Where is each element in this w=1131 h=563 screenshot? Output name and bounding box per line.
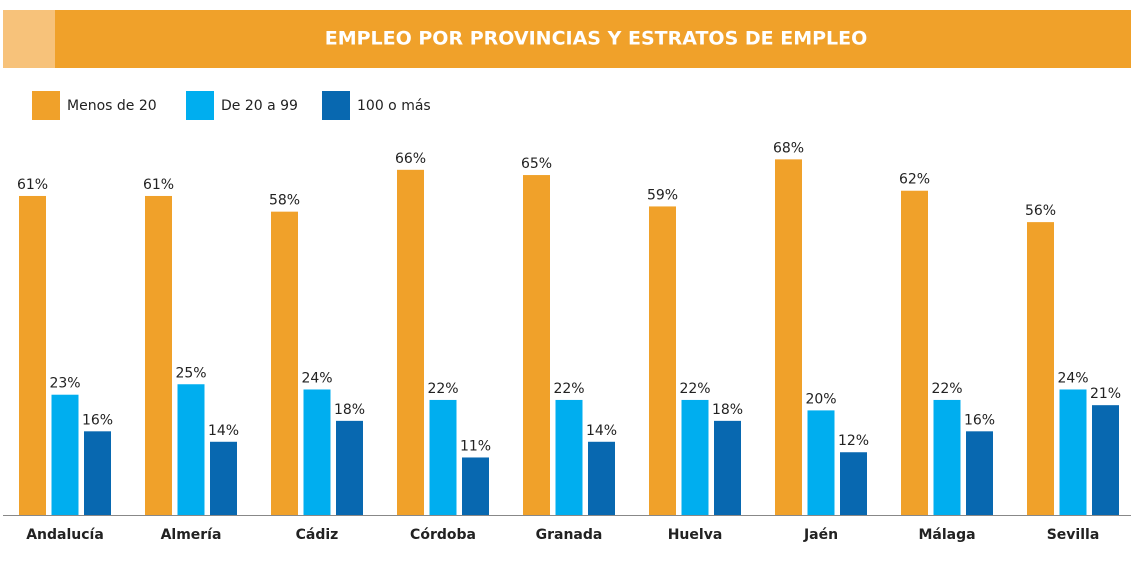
- bar: [933, 399, 961, 515]
- data-label: 22%: [427, 381, 458, 397]
- data-label: 25%: [175, 365, 206, 381]
- bar: [649, 206, 676, 515]
- data-label: 16%: [82, 412, 113, 428]
- bar: [19, 195, 46, 515]
- data-label: 14%: [208, 423, 239, 439]
- x-tick-label: Almería: [161, 527, 222, 543]
- bar: [84, 431, 111, 515]
- data-label: 12%: [838, 433, 869, 449]
- bar: [429, 399, 457, 515]
- x-tick-label: Córdoba: [410, 527, 476, 543]
- bar: [840, 452, 867, 515]
- data-label: 23%: [49, 376, 80, 392]
- data-label: 66%: [395, 151, 426, 167]
- data-label: 61%: [143, 177, 174, 193]
- data-label: 21%: [1090, 386, 1121, 402]
- legend-swatch: [32, 91, 60, 120]
- bar: [555, 399, 583, 515]
- bar: [462, 457, 489, 515]
- data-label: 11%: [460, 438, 491, 454]
- bar: [1027, 222, 1054, 515]
- bar: [51, 394, 79, 515]
- legend-label: 100 o más: [357, 98, 431, 114]
- bar: [901, 190, 928, 516]
- bar: [210, 441, 237, 515]
- bar: [336, 420, 363, 515]
- legend-swatch: [322, 91, 350, 120]
- header-accent: [3, 10, 55, 68]
- x-tick-label: Málaga: [918, 527, 975, 543]
- data-label: 24%: [301, 370, 332, 386]
- x-tick-label: Huelva: [668, 527, 723, 543]
- bar: [397, 169, 424, 515]
- data-label: 61%: [17, 177, 48, 193]
- x-tick-label: Cádiz: [296, 527, 339, 543]
- bar: [271, 211, 298, 515]
- x-tick-label: Granada: [536, 527, 603, 543]
- data-label: 56%: [1025, 203, 1056, 219]
- data-label: 58%: [269, 193, 300, 209]
- bar: [1059, 389, 1087, 515]
- bar: [681, 399, 709, 515]
- bar: [775, 159, 802, 516]
- data-label: 68%: [773, 140, 804, 156]
- data-label: 59%: [647, 187, 678, 203]
- bar: [807, 410, 835, 515]
- data-label: 16%: [964, 412, 995, 428]
- bar: [1092, 405, 1119, 515]
- bar: [588, 441, 615, 515]
- bar: [303, 389, 331, 515]
- data-label: 62%: [899, 172, 930, 188]
- data-label: 65%: [521, 156, 552, 172]
- data-label: 18%: [334, 402, 365, 418]
- data-label: 14%: [586, 423, 617, 439]
- bar: [145, 195, 172, 515]
- data-label: 22%: [679, 381, 710, 397]
- bar: [714, 420, 741, 515]
- bar: [177, 384, 205, 515]
- data-label: 18%: [712, 402, 743, 418]
- header-bar: [3, 10, 1131, 68]
- data-label: 22%: [931, 381, 962, 397]
- x-tick-label: Sevilla: [1047, 527, 1100, 543]
- legend-label: De 20 a 99: [221, 98, 298, 114]
- x-tick-label: Jaén: [803, 527, 838, 543]
- x-tick-label: Andalucía: [26, 527, 104, 543]
- data-label: 24%: [1057, 370, 1088, 386]
- data-label: 22%: [553, 381, 584, 397]
- chart-title: EMPLEO POR PROVINCIAS Y ESTRATOS DE EMPL…: [325, 28, 868, 50]
- bar: [523, 175, 550, 516]
- legend-label: Menos de 20: [67, 98, 157, 114]
- bar: [966, 431, 993, 515]
- data-label: 20%: [805, 391, 836, 407]
- legend-swatch: [186, 91, 214, 120]
